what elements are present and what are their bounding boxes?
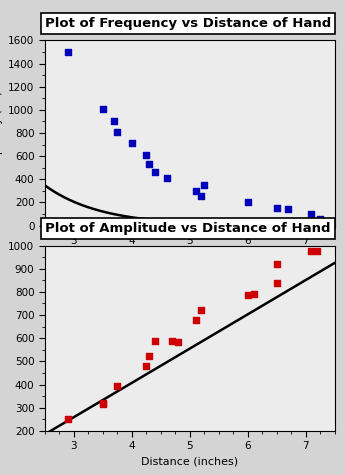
Point: [170, 337, 175, 344]
Point: [152, 169, 158, 176]
Point: [144, 151, 149, 159]
Point: [100, 399, 106, 407]
Text: Plot of Frequency vs Distance of Hand: Plot of Frequency vs Distance of Hand: [45, 17, 331, 30]
Point: [100, 400, 106, 408]
Point: [251, 290, 256, 298]
Point: [274, 279, 279, 286]
Point: [245, 292, 250, 299]
Point: [164, 174, 169, 182]
Point: [274, 204, 279, 211]
Point: [193, 187, 198, 195]
Point: [65, 416, 71, 423]
Point: [245, 198, 250, 206]
Point: [199, 307, 204, 314]
Point: [315, 247, 320, 255]
Point: [152, 337, 158, 344]
Y-axis label: Frequency (Hz): Frequency (Hz): [0, 91, 3, 175]
X-axis label: Distance (inches): Distance (inches): [141, 457, 238, 467]
Y-axis label: Amplitude (V$_{pp}$): Amplitude (V$_{pp}$): [0, 294, 3, 382]
Point: [309, 247, 314, 255]
Point: [286, 205, 291, 213]
Point: [144, 362, 149, 370]
Text: Plot of Amplitude vs Distance of Hand: Plot of Amplitude vs Distance of Hand: [45, 222, 331, 235]
Point: [115, 128, 120, 136]
X-axis label: Distance (inches): Distance (inches): [141, 252, 238, 262]
Point: [100, 105, 106, 113]
Point: [129, 140, 135, 147]
Point: [146, 352, 152, 360]
Point: [175, 338, 181, 345]
Point: [112, 117, 117, 124]
Point: [317, 216, 323, 223]
Point: [309, 210, 314, 218]
Point: [201, 180, 207, 188]
Point: [65, 48, 71, 56]
Point: [115, 382, 120, 390]
Point: [274, 260, 279, 268]
Point: [193, 316, 198, 323]
Point: [199, 192, 204, 200]
Point: [146, 161, 152, 168]
